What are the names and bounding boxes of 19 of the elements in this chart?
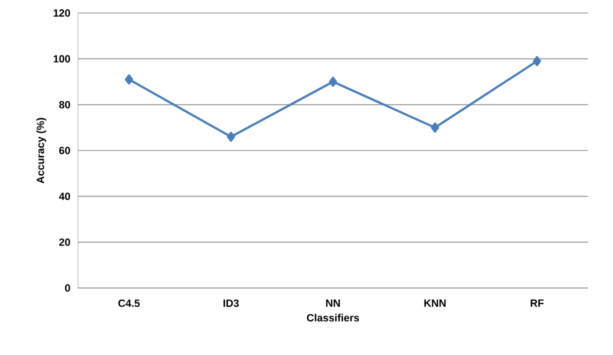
- point: [226, 132, 236, 142]
- y-tick-label: 40: [59, 192, 70, 200]
- x-tick-label: NN: [326, 300, 340, 307]
- x-tick-label: ID3: [224, 300, 239, 307]
- y-tick-label: 80: [59, 100, 70, 108]
- x-tick-label: KNN: [424, 300, 446, 307]
- y-axis-title: Accuracy (%): [36, 118, 46, 184]
- x-tick-label: C4.5: [118, 300, 140, 307]
- y-tick-label: 20: [59, 238, 70, 246]
- y-tick-label: 120: [54, 9, 70, 17]
- point: [430, 122, 440, 133]
- y-tick-label: 60: [59, 146, 70, 154]
- point: [328, 76, 338, 87]
- x-axis-title: Classifiers: [306, 314, 360, 322]
- point: [124, 74, 134, 85]
- point: [532, 56, 542, 66]
- y-tick-label: 0: [65, 284, 70, 292]
- y-tick-label: 100: [54, 55, 70, 63]
- x-tick-label: RF: [530, 300, 544, 307]
